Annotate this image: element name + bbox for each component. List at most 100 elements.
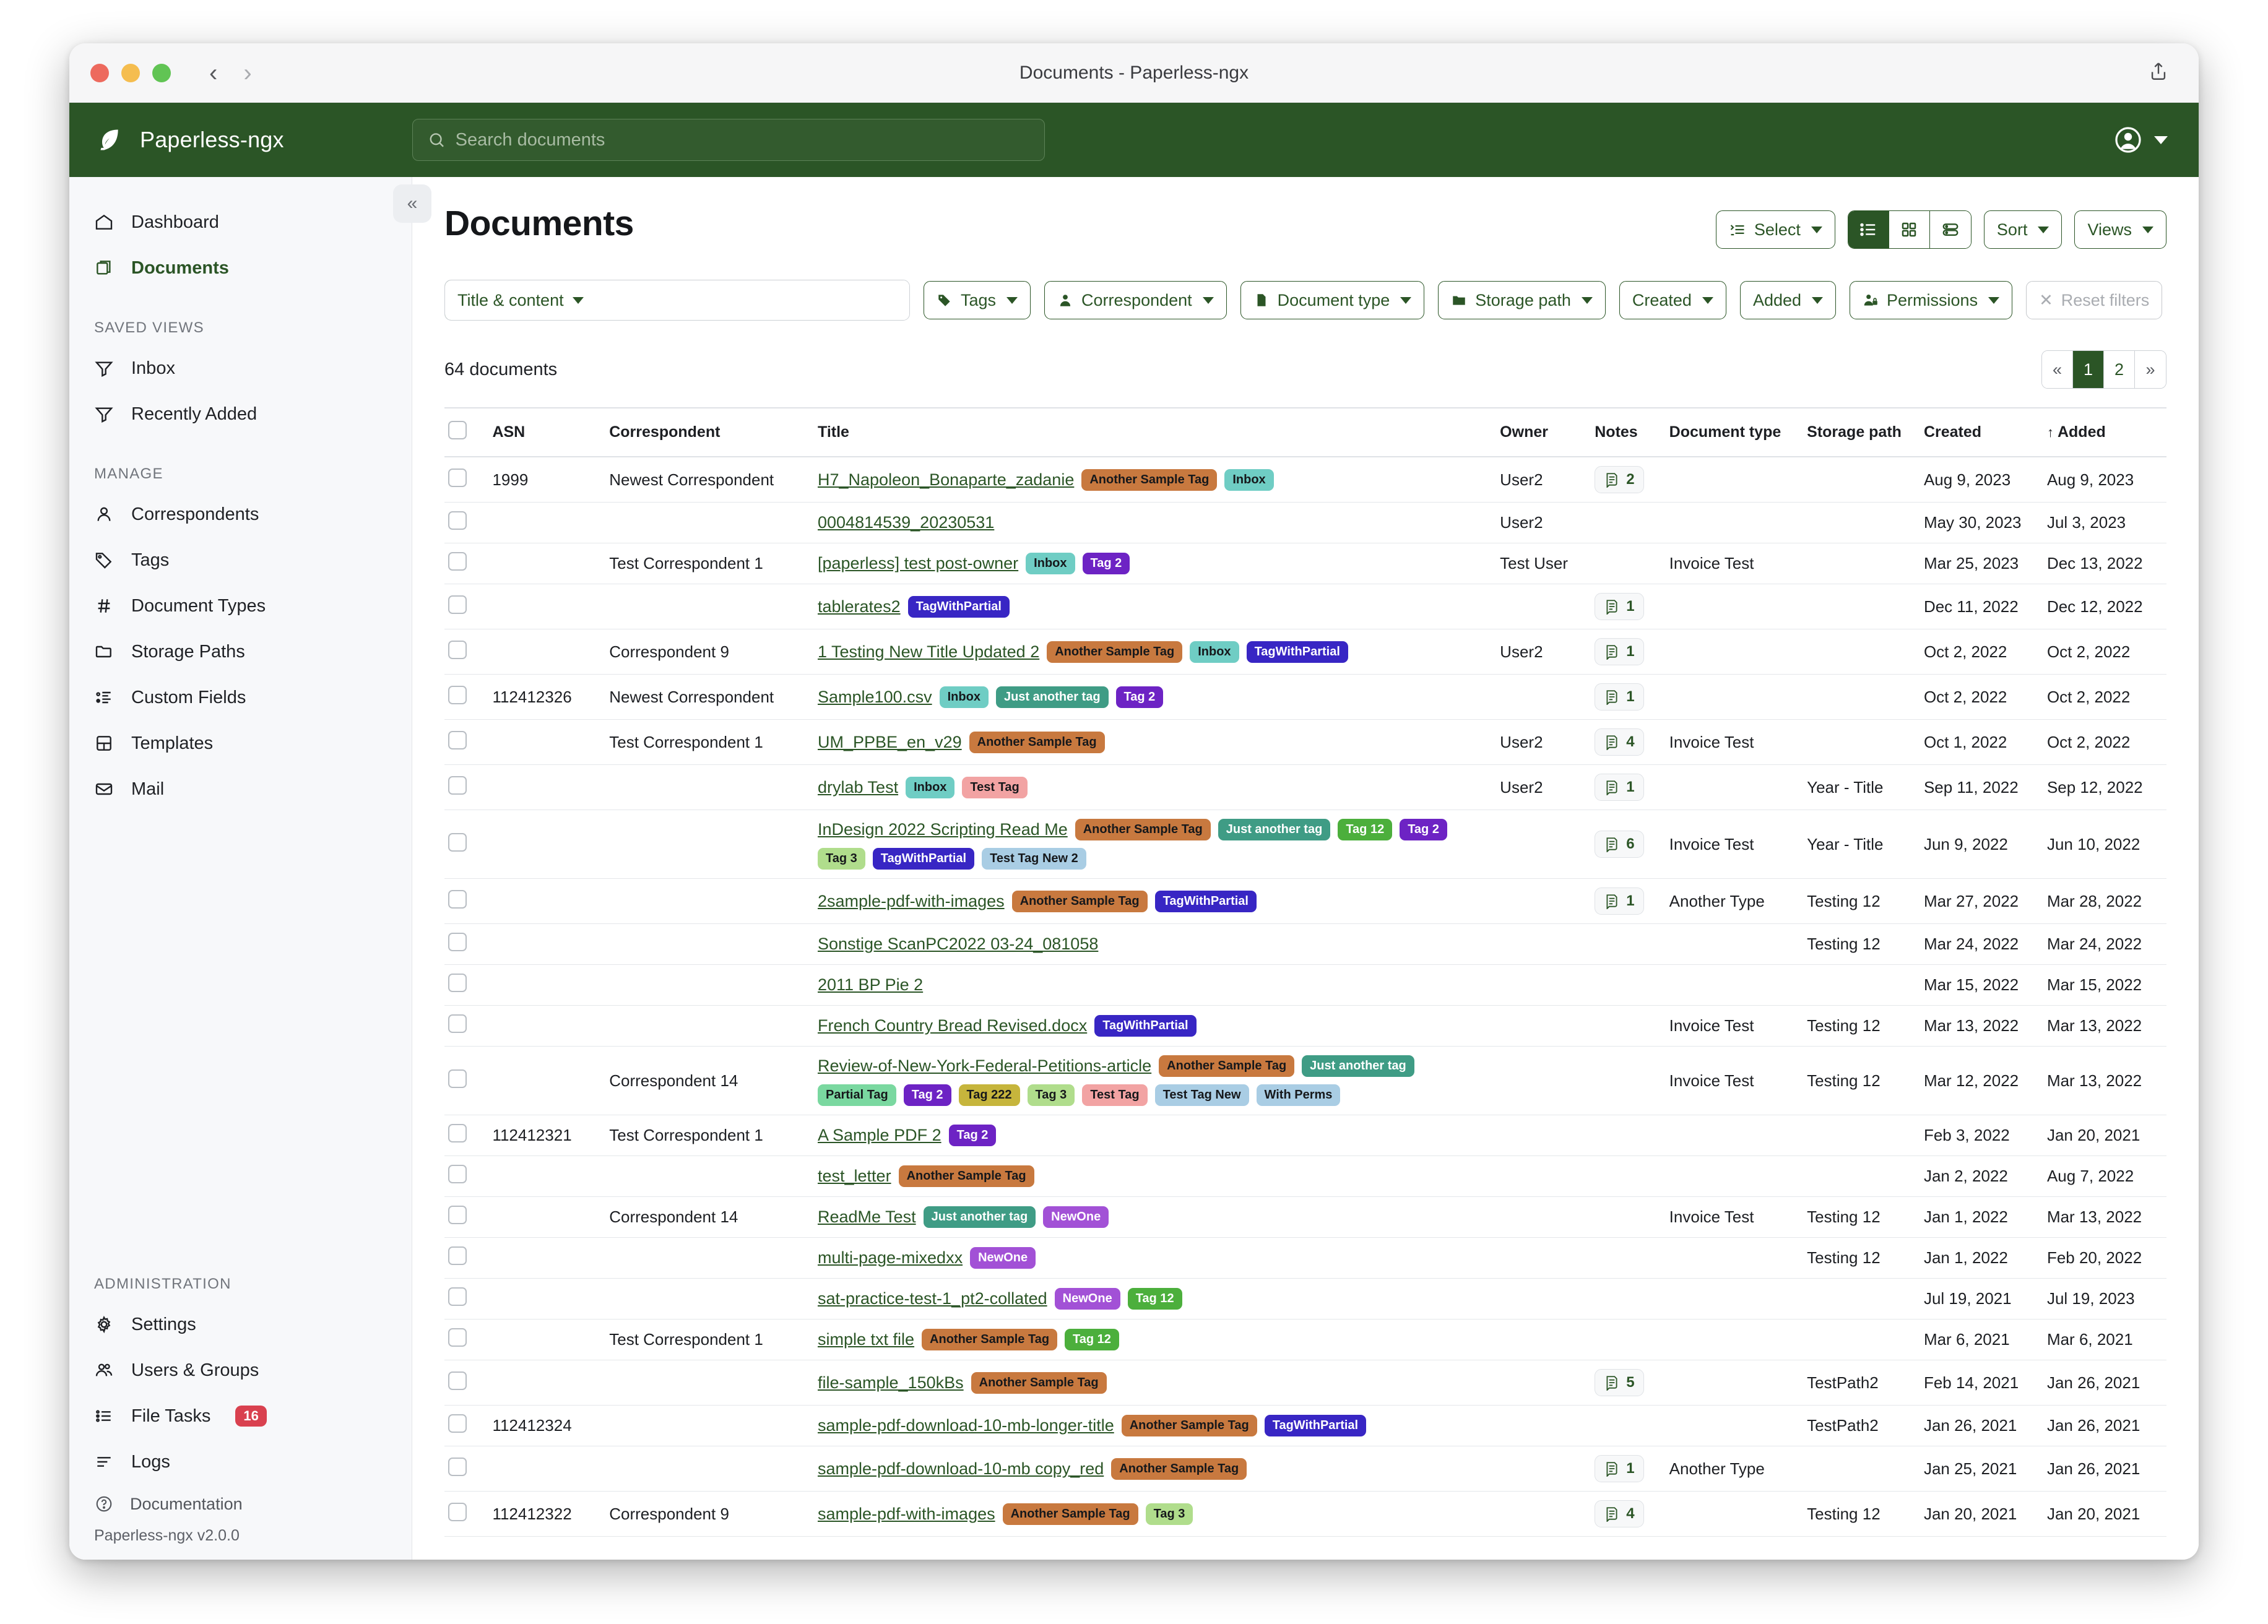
- back-arrow-icon[interactable]: ‹: [209, 59, 218, 87]
- title-content-input[interactable]: [595, 280, 909, 320]
- row-checkbox-cell[interactable]: [444, 674, 489, 720]
- table-row[interactable]: 112412326 Newest Correspondent Sample100.c…: [444, 674, 2166, 720]
- column-header-correspondent[interactable]: Correspondent: [605, 407, 814, 457]
- filter-storage-path-button[interactable]: Storage path: [1438, 281, 1606, 319]
- row-checkbox-cell[interactable]: [444, 764, 489, 810]
- column-header-notes[interactable]: Notes: [1591, 407, 1666, 457]
- column-header-asn[interactable]: ASN: [488, 407, 606, 457]
- row-checkbox-cell[interactable]: [444, 1115, 489, 1156]
- document-tag[interactable]: Another Sample Tag: [971, 1371, 1107, 1394]
- sidebar-item-mail[interactable]: Mail: [69, 766, 412, 812]
- document-tag[interactable]: Tag 12: [1127, 1288, 1182, 1310]
- grid-view-button[interactable]: [1889, 211, 1930, 248]
- row-checkbox[interactable]: [448, 889, 467, 909]
- notes-badge[interactable]: 5: [1595, 1369, 1644, 1396]
- notes-badge[interactable]: 2: [1595, 466, 1644, 493]
- row-checkbox[interactable]: [448, 775, 467, 795]
- row-checkbox[interactable]: [448, 595, 467, 614]
- document-tag[interactable]: Tag 12: [1065, 1329, 1119, 1350]
- document-tag[interactable]: TagWithPartial: [907, 595, 1010, 618]
- row-checkbox[interactable]: [448, 1206, 467, 1224]
- document-title-link[interactable]: simple txt file: [818, 1330, 915, 1349]
- row-checkbox[interactable]: [448, 468, 467, 487]
- sidebar-item-documentation[interactable]: Documentation: [69, 1485, 412, 1523]
- document-tag[interactable]: Tag 2: [948, 1125, 997, 1146]
- document-title-link[interactable]: Sonstige ScanPC2022 03-24_081058: [818, 935, 1099, 953]
- notes-badge[interactable]: 1: [1595, 774, 1644, 801]
- sidebar-item-document-types[interactable]: Document Types: [69, 583, 412, 629]
- table-row[interactable]: 112412324 sample-pdf-download-10-mb-longe…: [444, 1405, 2166, 1446]
- row-checkbox-cell[interactable]: [444, 1319, 489, 1360]
- document-tag[interactable]: Tag 3: [1027, 1084, 1075, 1106]
- views-button[interactable]: Views: [2074, 210, 2166, 249]
- sort-button[interactable]: Sort: [1983, 210, 2062, 249]
- document-tag[interactable]: Tag 3: [818, 848, 865, 870]
- document-title-link[interactable]: 2011 BP Pie 2: [818, 975, 924, 994]
- notes-badge[interactable]: 4: [1595, 728, 1644, 756]
- document-tag[interactable]: Another Sample Tag: [1011, 890, 1148, 912]
- row-checkbox-cell[interactable]: [444, 1360, 489, 1406]
- forward-arrow-icon[interactable]: ›: [243, 59, 252, 87]
- document-tag[interactable]: Another Sample Tag: [922, 1329, 1058, 1350]
- table-row[interactable]: file-sample_150kBs Another Sample Tag 5 Tes…: [444, 1360, 2166, 1406]
- column-header-owner[interactable]: Owner: [1496, 407, 1591, 457]
- sidebar-collapse-button[interactable]: «: [393, 184, 431, 223]
- notes-badge[interactable]: 1: [1595, 683, 1644, 710]
- document-title-link[interactable]: InDesign 2022 Scripting Read Me: [818, 820, 1068, 839]
- row-checkbox[interactable]: [448, 1287, 467, 1306]
- row-checkbox[interactable]: [448, 685, 467, 704]
- document-tag[interactable]: Tag 2: [1400, 819, 1447, 840]
- notes-badge[interactable]: 6: [1595, 831, 1644, 858]
- row-checkbox[interactable]: [448, 974, 467, 992]
- sidebar-item-documents[interactable]: Documents: [69, 245, 412, 291]
- sidebar-item-inbox[interactable]: Inbox: [69, 345, 412, 391]
- document-tag[interactable]: Just another tag: [995, 686, 1109, 708]
- row-checkbox-cell[interactable]: [444, 502, 489, 543]
- row-checkbox-cell[interactable]: [444, 1046, 489, 1115]
- document-title-link[interactable]: tablerates2: [818, 597, 901, 616]
- row-checkbox-cell[interactable]: [444, 923, 489, 965]
- chevron-down-icon[interactable]: [2154, 136, 2168, 144]
- document-tag[interactable]: Partial Tag: [818, 1084, 896, 1106]
- row-checkbox[interactable]: [448, 552, 467, 571]
- document-tag[interactable]: TagWithPartial: [1094, 1015, 1197, 1037]
- notes-badge[interactable]: 1: [1595, 638, 1644, 665]
- document-title-link[interactable]: sample-pdf-download-10-mb copy_red: [818, 1459, 1104, 1478]
- document-title-link[interactable]: French Country Bread Revised.docx: [818, 1016, 1088, 1035]
- search-input[interactable]: [455, 129, 1029, 150]
- document-tag[interactable]: Another Sample Tag: [1047, 641, 1183, 663]
- row-checkbox[interactable]: [448, 1457, 467, 1476]
- column-header-title[interactable]: Title: [814, 407, 1497, 457]
- table-row[interactable]: Sonstige ScanPC2022 03-24_081058 Testing …: [444, 923, 2166, 965]
- row-checkbox-cell[interactable]: [444, 1491, 489, 1537]
- row-checkbox-cell[interactable]: [444, 1155, 489, 1197]
- column-header-storage-path[interactable]: Storage path: [1803, 407, 1920, 457]
- account-circle-icon[interactable]: [2113, 125, 2143, 155]
- document-title-link[interactable]: 2sample-pdf-with-images: [818, 891, 1005, 910]
- row-checkbox[interactable]: [448, 1414, 467, 1433]
- table-row[interactable]: sample-pdf-download-10-mb copy_red Anothe…: [444, 1446, 2166, 1492]
- notes-badge[interactable]: 1: [1595, 1455, 1644, 1482]
- document-tag[interactable]: With Perms: [1256, 1084, 1341, 1106]
- document-tag[interactable]: NewOne: [1043, 1206, 1109, 1228]
- row-checkbox-cell[interactable]: [444, 457, 489, 503]
- table-row[interactable]: Correspondent 14 Review-of-New-York-Feder…: [444, 1046, 2166, 1115]
- filter-created-button[interactable]: Created: [1619, 281, 1726, 319]
- filter-permissions-button[interactable]: Permissions: [1850, 281, 2013, 319]
- document-tag[interactable]: Another Sample Tag: [898, 1165, 1034, 1187]
- row-checkbox-cell[interactable]: [444, 1278, 489, 1320]
- user-menu[interactable]: [2113, 125, 2168, 155]
- pagination-first[interactable]: «: [2042, 351, 2073, 388]
- row-checkbox-cell[interactable]: [444, 1446, 489, 1492]
- document-tag[interactable]: Another Sample Tag: [1159, 1055, 1295, 1077]
- sidebar-item-users-groups[interactable]: Users & Groups: [69, 1347, 412, 1393]
- table-row[interactable]: 0004814539_20230531 User2 May 30, 2023 Jul …: [444, 502, 2166, 543]
- row-checkbox[interactable]: [448, 1165, 467, 1183]
- filter-added-button[interactable]: Added: [1739, 281, 1837, 319]
- table-row[interactable]: multi-page-mixedxx NewOne Testing 12 Jan 1,…: [444, 1237, 2166, 1279]
- share-icon[interactable]: [2148, 61, 2169, 85]
- document-tag[interactable]: TagWithPartial: [1264, 1415, 1367, 1436]
- sidebar-item-logs[interactable]: Logs: [69, 1439, 412, 1485]
- brand[interactable]: Paperless-ngx: [95, 126, 404, 153]
